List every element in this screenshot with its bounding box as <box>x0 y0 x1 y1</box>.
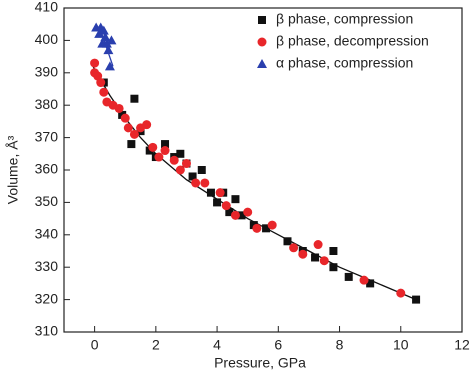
data-point <box>215 188 225 198</box>
data-point <box>154 152 164 162</box>
data-point <box>114 103 124 113</box>
x-tick-label: 0 <box>91 337 99 353</box>
data-point <box>90 58 100 68</box>
data-point <box>160 146 170 156</box>
x-tick-label: 6 <box>274 337 282 353</box>
data-point <box>200 178 210 188</box>
x-tick-label: 8 <box>336 337 344 353</box>
data-point <box>359 275 369 285</box>
data-point <box>313 240 323 250</box>
y-tick-label: 370 <box>35 128 59 144</box>
data-point <box>366 279 375 288</box>
legend-label: β phase, compression <box>276 11 413 27</box>
data-point <box>169 155 179 165</box>
x-axis-label: Pressure, GPa <box>214 355 306 371</box>
x-tick-label: 4 <box>213 337 221 353</box>
data-point <box>191 178 201 188</box>
data-point <box>98 25 109 35</box>
data-point <box>94 28 105 38</box>
y-tick-label: 380 <box>35 96 59 112</box>
data-point <box>252 223 262 233</box>
data-point <box>148 142 158 152</box>
legend-label: β phase, decompression <box>276 33 429 49</box>
data-point <box>311 253 320 262</box>
data-point <box>396 288 406 298</box>
data-point <box>127 140 136 149</box>
data-point <box>283 237 292 246</box>
data-point <box>99 87 109 97</box>
data-point <box>267 220 277 230</box>
y-tick-label: 350 <box>35 193 59 209</box>
data-point <box>101 38 112 48</box>
data-point <box>129 129 139 139</box>
data-point <box>120 113 130 123</box>
legend-label: α phase, compression <box>276 55 413 71</box>
data-point <box>262 224 271 233</box>
x-tick-label: 10 <box>393 337 409 353</box>
data-point <box>243 207 253 217</box>
legend-marker <box>257 59 267 68</box>
data-point <box>344 272 353 281</box>
data-point <box>123 123 133 133</box>
y-axis-label: Volume, Å³ <box>5 135 21 204</box>
data-point <box>213 198 222 207</box>
data-point <box>206 188 215 197</box>
data-point <box>161 140 170 149</box>
data-point <box>329 263 338 272</box>
data-point <box>319 256 329 266</box>
data-point <box>188 172 197 181</box>
x-tick-label: 2 <box>152 337 160 353</box>
y-tick-label: 390 <box>35 64 59 80</box>
x-tick-label: 12 <box>454 337 470 353</box>
y-tick-label: 360 <box>35 161 59 177</box>
data-point <box>175 165 185 175</box>
data-point <box>225 208 234 217</box>
data-point <box>176 149 185 158</box>
data-point <box>289 243 299 253</box>
legend-marker <box>258 16 266 24</box>
y-tick-label: 310 <box>35 323 59 339</box>
data-point <box>104 61 115 71</box>
y-tick-label: 340 <box>35 226 59 242</box>
y-tick-label: 330 <box>35 258 59 274</box>
data-point <box>329 247 338 255</box>
y-tick-label: 400 <box>35 31 59 47</box>
data-point <box>130 94 139 103</box>
data-point <box>237 211 246 220</box>
data-point <box>100 32 111 42</box>
data-point <box>103 45 114 55</box>
fit-line <box>90 62 417 301</box>
y-tick-label: 320 <box>35 290 59 306</box>
y-tick-label: 410 <box>35 0 59 15</box>
data-point <box>96 78 106 88</box>
data-point <box>231 195 240 204</box>
data-point <box>106 35 117 45</box>
data-point <box>197 166 206 174</box>
data-point <box>230 210 240 220</box>
data-point <box>181 159 191 169</box>
data-point <box>142 120 152 130</box>
legend-marker <box>257 37 267 47</box>
data-point <box>412 295 421 304</box>
data-point <box>221 201 231 211</box>
data-point <box>298 249 308 259</box>
